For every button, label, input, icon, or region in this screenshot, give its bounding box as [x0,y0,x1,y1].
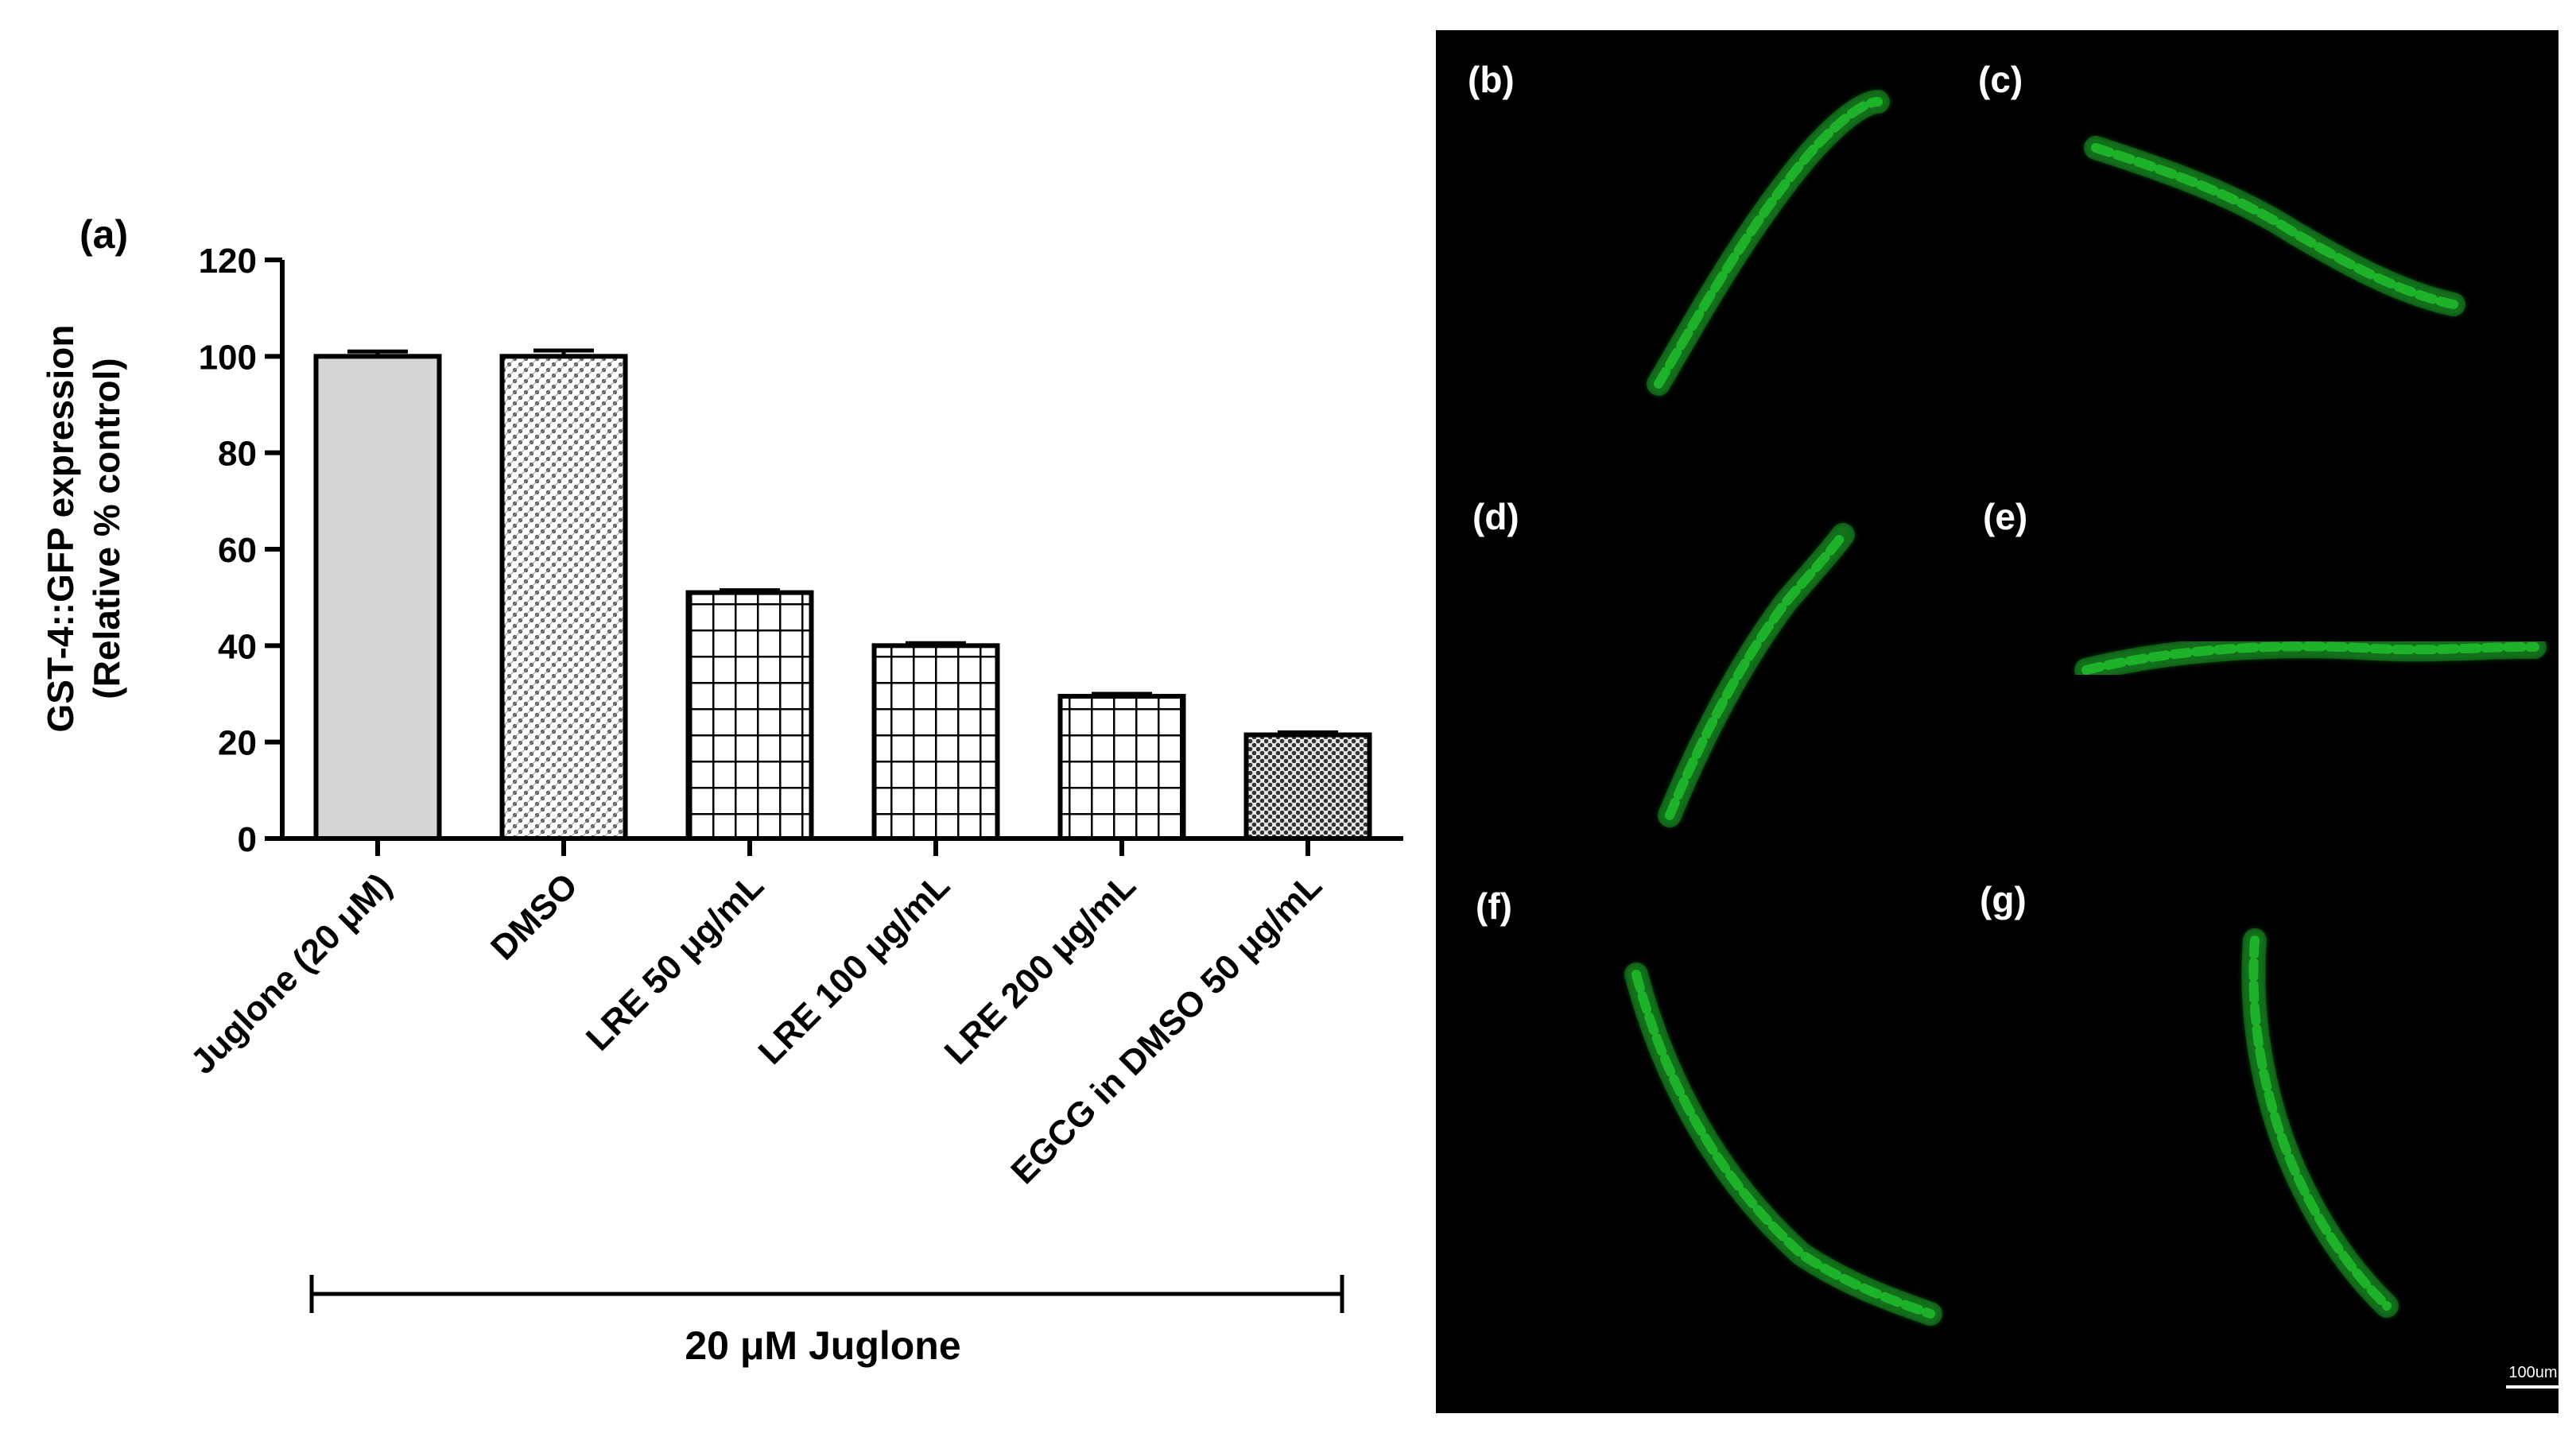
worm-gut [2091,143,2458,309]
worm-gut [2081,641,2539,675]
y-axis-label-line2: (Relative % control) [86,358,127,699]
scale-bar: 100um [2506,1364,2559,1389]
y-tick-label: 100 [199,338,257,377]
bar [1243,732,1372,841]
worm-gut [2248,935,2392,1311]
x-tick-label: LRE 100 μg/mL [751,866,957,1071]
worm-gut [1654,97,1883,389]
worm-outer [1624,963,1942,1326]
x-tick-label: EGCG in DMSO 50 μg/mL [1003,866,1329,1191]
y-tick-label: 20 [218,724,257,763]
scale-bar-label: 100um [2508,1364,2557,1381]
y-tick-label: 40 [218,627,257,666]
bar [871,643,1000,841]
panel-label-a: (a) [80,212,128,257]
y-axis-label: GST-4::GFP expression (Relative % contro… [40,325,127,733]
bar [313,354,442,842]
bar [1057,694,1186,841]
micrograph-label: (b) [1468,59,1515,100]
micrograph-label: (e) [1983,496,2027,537]
chart-axes: 0 20 40 60 80 100 120 [199,242,1403,859]
micrograph-label: (g) [1980,879,2027,920]
y-axis-label-line1: GST-4::GFP expression [40,325,81,733]
y-tick-label: 80 [218,435,257,474]
micrograph-labels: (b) (c) (d) (e) (f) (g) [1468,59,2027,927]
bar [685,590,814,841]
y-tick-label: 60 [218,531,257,570]
worm-fluorescence [1624,90,2547,1326]
bar-chart: (a) GST-4::GFP expression (Relative % co… [40,212,1403,1368]
x-tick-label: Juglone (20 μM) [184,866,399,1081]
worm-outer [1647,90,1890,396]
y-tick-label: 120 [199,242,257,281]
worm-outer [1658,523,1855,827]
group-label: 20 μM Juglone [685,1323,960,1368]
x-tick-label: LRE 50 μg/mL [579,866,771,1058]
x-tick-label: DMSO [483,866,585,967]
micrograph-panel: (b) (c) (d) (e) (f) (g) 100um [1436,30,2559,1413]
chart-bars [313,348,1372,842]
bar [499,354,628,842]
micrograph-label: (d) [1472,496,1519,537]
worm-outer [2084,136,2465,316]
micrograph-label: (f) [1476,885,1512,927]
micrograph-label: (c) [1978,59,2023,100]
worm-gut [1631,970,1935,1319]
group-bracket [309,1275,1344,1313]
micrograph-image: (b) (c) (d) (e) (f) (g) 100um [1468,59,2559,1389]
bar-chart-panel: (a) GST-4::GFP expression (Relative % co… [40,212,1403,1368]
x-tick-label: LRE 200 μg/mL [937,866,1143,1071]
y-tick-label: 0 [238,820,257,859]
worm-gut [1665,530,1848,820]
